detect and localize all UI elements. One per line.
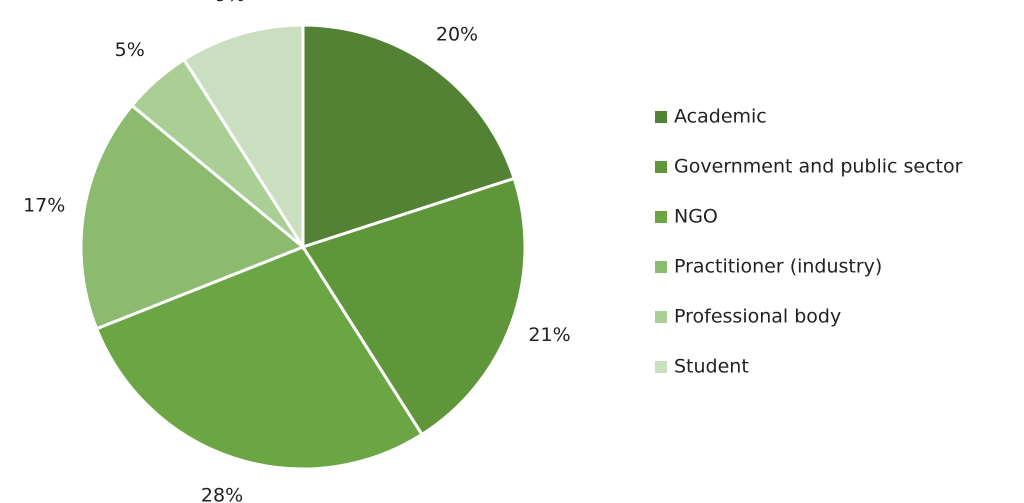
pie-slice (301, 23, 517, 250)
legend-label: Professional body (674, 306, 841, 328)
pie-slice (94, 245, 425, 471)
legend-label: Academic (674, 106, 767, 128)
pie-slice (300, 176, 527, 437)
legend-label: Practitioner (industry) (674, 256, 882, 278)
data-label: 20% (436, 24, 478, 46)
pie-slice (181, 23, 305, 253)
legend-swatch (655, 261, 667, 273)
legend-label: NGO (674, 206, 718, 228)
data-label: 17% (23, 195, 65, 217)
legend-label: Government and public sector (674, 156, 963, 178)
data-label: 5% (115, 39, 145, 61)
data-label: 9% (215, 0, 245, 6)
legend-label: Student (674, 356, 749, 378)
legend-swatch (655, 161, 667, 173)
data-label: 21% (528, 324, 570, 346)
pie-slice (79, 103, 306, 331)
legend-swatch (655, 311, 667, 323)
legend-swatch (655, 211, 667, 223)
legend-swatch (655, 361, 667, 373)
data-label: 28% (201, 485, 243, 503)
legend-swatch (655, 111, 667, 123)
